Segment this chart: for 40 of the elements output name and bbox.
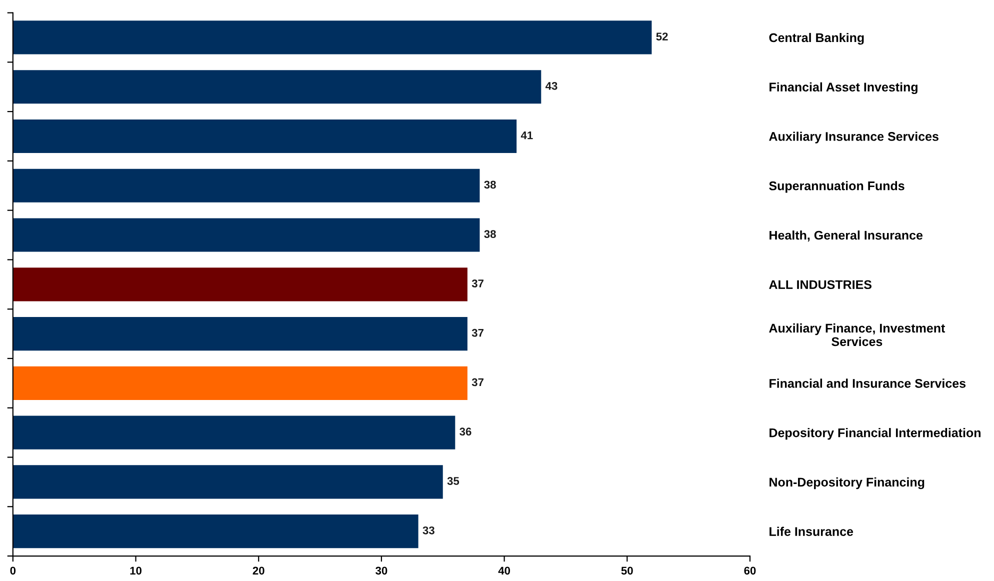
bar bbox=[12, 20, 652, 54]
x-tick-label: 20 bbox=[252, 566, 264, 575]
data-label: 37 bbox=[472, 280, 484, 288]
y-tick-label: Superannuation Funds bbox=[769, 181, 904, 193]
y-tick-label: Life Insurance bbox=[770, 526, 854, 536]
x-tick-label: 30 bbox=[376, 566, 388, 575]
x-tick-label: 60 bbox=[744, 566, 756, 575]
bar bbox=[12, 268, 468, 302]
data-label: 38 bbox=[484, 230, 496, 238]
data-label: 35 bbox=[447, 477, 460, 485]
data-label: 41 bbox=[520, 131, 533, 140]
x-tick-label: 10 bbox=[130, 566, 142, 575]
y-tick-label: Auxiliary Insurance Services bbox=[769, 132, 938, 144]
bar bbox=[12, 366, 468, 400]
data-label: 43 bbox=[545, 82, 558, 90]
x-tick-label: 40 bbox=[498, 566, 510, 575]
data-label: 36 bbox=[460, 428, 472, 436]
bar bbox=[12, 218, 480, 252]
bar bbox=[12, 316, 468, 351]
data-label: 52 bbox=[656, 32, 668, 40]
y-tick-label: Auxiliary Finance, Investment Services bbox=[769, 323, 946, 346]
bar bbox=[12, 514, 418, 548]
y-tick-label: Central Banking bbox=[769, 32, 864, 45]
y-tick-label: Health, General Insurance bbox=[770, 230, 923, 242]
y-tick-label: Non-Depository Financing bbox=[770, 477, 924, 490]
y-tick-label: Financial Asset Investing bbox=[770, 82, 918, 94]
bar bbox=[12, 119, 517, 154]
bar bbox=[12, 168, 480, 202]
data-label: 37 bbox=[472, 328, 484, 337]
bar bbox=[12, 465, 443, 499]
y-tick-label: Depository Financial Intermediation bbox=[770, 428, 980, 440]
bar bbox=[12, 416, 456, 450]
data-label: 38 bbox=[484, 180, 496, 189]
y-tick-label: Financial and Insurance Services bbox=[770, 378, 966, 388]
x-tick-label: 0 bbox=[10, 566, 16, 575]
y-tick-label: ALL INDUSTRIES bbox=[769, 280, 872, 290]
x-tick-label: 50 bbox=[621, 566, 633, 575]
data-label: 37 bbox=[472, 378, 484, 386]
bar bbox=[12, 70, 542, 104]
data-label: 33 bbox=[422, 526, 434, 534]
